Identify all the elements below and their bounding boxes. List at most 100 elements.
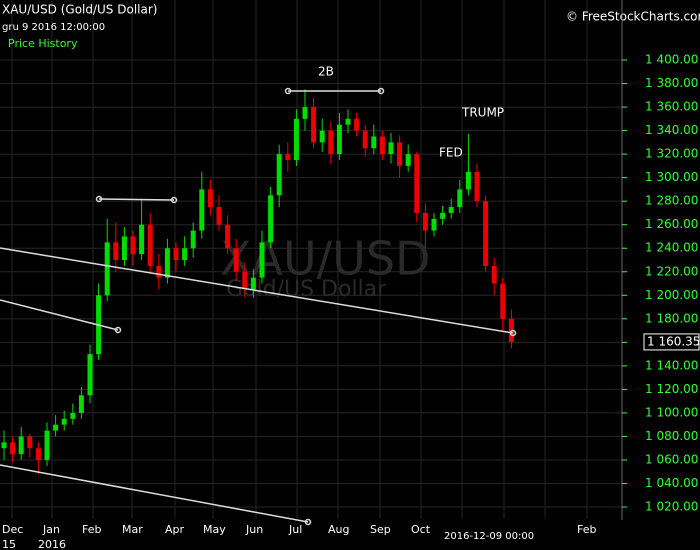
x-tick-label: 15 <box>2 538 16 550</box>
candle-body <box>448 207 454 213</box>
x-tick-label: 2016-12-09 00:00 <box>444 531 534 542</box>
candle-body <box>182 248 188 260</box>
candle-body <box>70 412 76 419</box>
candle-body <box>414 154 420 213</box>
candle-body <box>53 424 59 431</box>
candle-body <box>27 436 33 449</box>
chart-title: XAU/USD (Gold/US Dollar) <box>2 3 157 17</box>
x-tick-label: 2016 <box>38 538 66 550</box>
candle-body <box>431 218 437 231</box>
y-tick-label: 1 360.00 <box>645 100 698 114</box>
trendline <box>0 464 309 523</box>
y-tick-label: 1 100.00 <box>645 405 698 419</box>
trendline <box>0 299 119 331</box>
candle-body <box>10 442 16 455</box>
y-tick-label: 1 060.00 <box>645 452 698 466</box>
candle-body <box>139 224 145 255</box>
candle-body <box>457 189 463 208</box>
handle <box>284 87 292 95</box>
y-tick-label: 1 120.00 <box>645 382 698 396</box>
annotation: TRUMP <box>461 106 504 120</box>
candle-body <box>250 277 256 290</box>
legend-label: Price History <box>8 37 78 50</box>
x-tick-label: Feb <box>577 523 596 536</box>
handle <box>509 329 517 337</box>
candle-body <box>259 242 265 278</box>
candle-body <box>164 248 170 278</box>
level-line <box>98 198 175 201</box>
grid <box>0 0 622 519</box>
trendlines <box>0 87 517 526</box>
y-tick-label: 1 080.00 <box>645 429 698 443</box>
x-tick-label: Feb <box>82 523 101 536</box>
x-axis: Dec 15 Jan 2016 Feb Mar Apr May Jun Jul Aug Sep Oct 2… <box>2 523 596 550</box>
y-tick-label: 1 400.00 <box>645 53 698 67</box>
candle-body <box>44 430 50 460</box>
x-tick-label: Apr <box>165 523 185 536</box>
candle-body <box>268 195 274 243</box>
candle-body <box>233 248 239 272</box>
candle-body <box>388 142 394 155</box>
candle-body <box>1 442 7 449</box>
x-tick-label: Dec <box>2 523 23 536</box>
candle-body <box>276 154 282 196</box>
x-tick-label: Jul <box>288 523 302 536</box>
candle-body <box>405 154 411 166</box>
candle-body <box>354 118 360 131</box>
y-tick-label: 1 300.00 <box>645 170 698 184</box>
candle-body <box>35 448 41 460</box>
x-tick-label: Aug <box>328 523 349 536</box>
candle-body <box>18 436 24 455</box>
candle-body <box>285 154 291 161</box>
trendline <box>0 247 514 334</box>
candle-body <box>199 189 205 231</box>
handle <box>95 195 103 203</box>
candle-body <box>311 107 317 143</box>
candle-body <box>190 230 196 249</box>
candle-body <box>113 242 119 260</box>
x-tick-label: Oct <box>411 523 431 536</box>
y-tick-label: 1 180.00 <box>645 311 698 325</box>
watermark: XAU/USD <box>220 232 430 286</box>
candle-body <box>302 107 308 119</box>
candle-body <box>216 207 222 225</box>
candle-body <box>156 265 162 278</box>
candle-body <box>319 130 325 143</box>
candle-body <box>379 136 385 155</box>
handle <box>170 196 178 204</box>
y-axis: 1 020.00 1 040.00 1 060.00 1 080.00 1 100.00… <box>622 53 700 514</box>
handle <box>377 87 385 95</box>
candle-body <box>130 236 136 255</box>
candle-body <box>345 118 351 125</box>
candle-body <box>500 283 506 319</box>
y-tick-label: 1 020.00 <box>645 500 698 514</box>
candle-body <box>242 271 248 290</box>
y-tick-label: 1 340.00 <box>645 123 698 137</box>
handle <box>304 518 312 526</box>
candle-body <box>87 354 93 396</box>
candle-body <box>491 265 497 284</box>
x-tick-label: May <box>203 523 226 536</box>
handle <box>114 326 122 334</box>
y-tick-label: 1 220.00 <box>645 264 698 278</box>
candle-body <box>483 201 489 266</box>
candle-body <box>422 212 428 231</box>
candle-body <box>225 224 231 249</box>
y-tick-label: 1 200.00 <box>645 288 698 302</box>
y-tick-label: 1 280.00 <box>645 194 698 208</box>
candle-body <box>474 171 480 202</box>
y-tick-label: 1 040.00 <box>645 476 698 490</box>
subtitle: gru 9 2016 12:00:00 <box>2 22 105 33</box>
candle-body <box>293 118 299 161</box>
credit: © FreeStockCharts.com <box>566 10 700 24</box>
candle-body <box>121 236 127 260</box>
y-tick-label: 1 240.00 <box>645 241 698 255</box>
y-tick-label: 1 260.00 <box>645 217 698 231</box>
y-tick-label: 1 140.00 <box>645 358 698 372</box>
candle-body <box>336 124 342 155</box>
candle-body <box>173 248 179 260</box>
candle-body <box>362 130 368 149</box>
x-tick-label: Jan <box>42 523 60 536</box>
candle-body <box>397 142 403 166</box>
